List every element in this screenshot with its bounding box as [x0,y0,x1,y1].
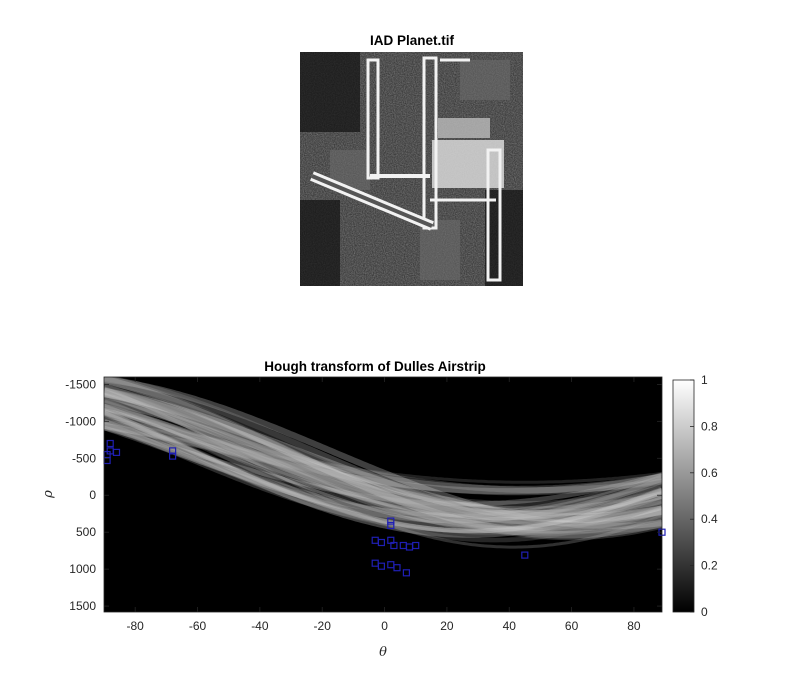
y-tick-label: -1500 [65,377,96,391]
peak-marker [387,521,395,530]
colorbar: 0 0.2 0.4 0.6 0.8 1 [672,373,718,619]
hough-curve [104,387,662,526]
peak-marker [412,541,420,550]
hough-curve [104,389,662,535]
hough-curve [104,425,662,518]
hough-curve [104,417,662,494]
hough-curve [104,383,662,537]
y-tick-label: 1500 [69,599,96,613]
hough-curve [104,405,662,521]
x-tick-label: 60 [565,619,579,633]
hough-curve [104,398,662,516]
image-title: IAD Planet.tif [370,33,455,48]
hough-curve [104,393,662,531]
x-tick-label: 40 [503,619,517,633]
y-axis: -1500 -1000 -500 0 500 1000 1500 [65,377,662,613]
hough-curve [104,381,662,534]
hough-curve [104,377,662,530]
y-tick-label: -500 [72,451,96,465]
peak-marker [402,569,410,577]
hough-curve [104,420,662,530]
y-tick-label: 0 [89,488,96,502]
y-axis-label: ρ [41,490,56,499]
satellite-image [300,52,523,286]
x-tick-label: 80 [627,619,641,633]
chart-title: Hough transform of Dulles Airstrip [264,359,486,374]
colorbar-tick-label: 0.4 [701,512,718,526]
hough-curve [104,377,662,531]
peak-marker [521,551,529,559]
x-tick-label: -80 [127,619,145,633]
colorbar-tick-label: 0 [701,605,708,619]
x-tick-label: 20 [440,619,454,633]
hough-curve [104,408,662,510]
peak-marker [387,517,395,525]
x-tick-label: -20 [314,619,332,633]
hough-curve [104,404,662,519]
hough-curve [104,392,662,526]
peak-marker [390,541,398,550]
plot-area [104,377,662,612]
hough-curve [104,409,662,538]
hough-curve [104,419,662,524]
hough-curve [104,383,662,536]
hough-curve [104,425,662,507]
colorbar-tick-label: 0.8 [701,419,718,433]
hough-intensity [104,377,662,549]
hough-curve [104,422,662,495]
peak-marker [169,452,177,460]
hough-curve [104,393,662,525]
y-tick-label: -1000 [65,414,96,428]
hough-curve [104,377,662,534]
x-axis-label: θ [379,645,387,660]
peak-marker [169,447,177,455]
y-tick-label: 500 [76,525,96,539]
hough-curve [104,421,662,524]
hough-curve [104,377,662,539]
y-tick-label: 1000 [69,562,96,576]
x-tick-label: -60 [189,619,207,633]
hough-curve [104,377,662,541]
hough-curve [104,400,662,528]
hough-curve [104,385,662,530]
hough-curve [104,410,662,534]
hough-curve [104,399,662,536]
hough-curve [104,387,662,523]
hough-curve [104,403,662,517]
colorbar-tick-label: 0.2 [701,559,718,573]
hough-curve [104,419,662,496]
axes-box [103,376,663,613]
x-tick-label: -40 [251,619,269,633]
peak-marker [377,538,385,547]
peak-marker [393,564,401,572]
hough-curve [104,403,662,529]
hough-curve [104,407,662,521]
hough-curve [104,397,662,543]
hough-curve [104,386,662,549]
peak-marker [106,439,114,448]
x-axis: -80 -60 -40 -20 0 20 40 60 80 [127,377,641,633]
hough-curve [104,409,662,509]
hough-curve [104,417,662,533]
peak-marker [377,562,385,570]
hough-curve [104,427,662,484]
peak-marker [112,448,121,456]
hough-curve [104,409,662,534]
hough-curve [104,386,662,534]
x-tick-label: 0 [381,619,388,633]
hough-curve [104,410,662,534]
colorbar-tick-label: 1 [701,373,708,387]
colorbar-tick-label: 0.6 [701,466,718,480]
